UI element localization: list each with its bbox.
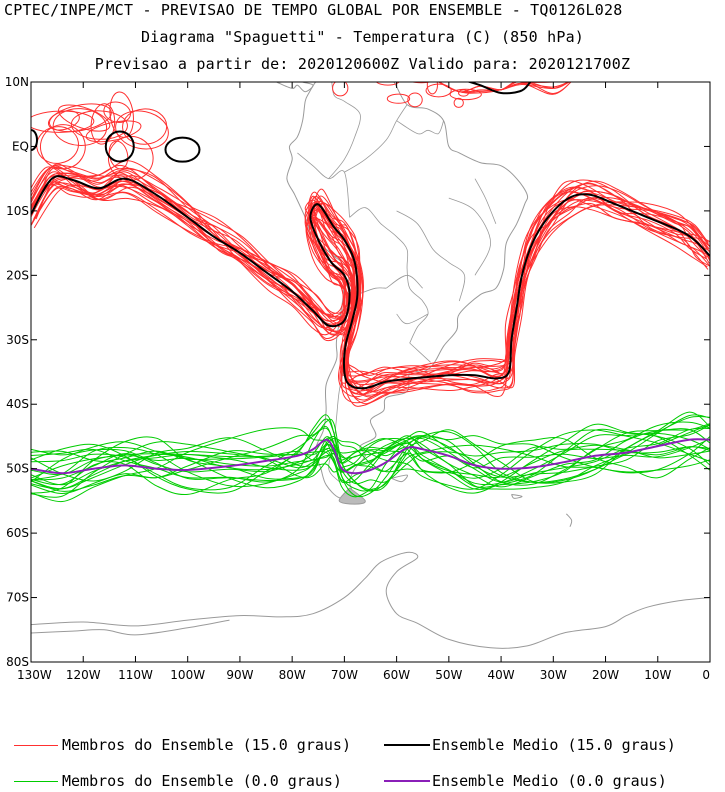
ensemble-mean-15-loop [31, 129, 38, 151]
lon-tick-label: 20W [592, 668, 619, 682]
ensemble-mean-0 [31, 438, 710, 475]
country-border [385, 274, 423, 289]
lon-tick-label: 110W [118, 668, 153, 682]
member-contour-15-blob [31, 110, 95, 133]
coastline [276, 82, 314, 93]
member-contour-0 [31, 411, 710, 491]
coastline [391, 474, 408, 483]
member-contour-15-blob [410, 82, 433, 84]
country-border [344, 104, 408, 173]
lat-tick-label: 60S [6, 526, 29, 540]
legend-member0: Membros do Ensemble (0.0 graus) [14, 772, 342, 790]
legend-mean15: Ensemble Medio (15.0 graus) [384, 736, 676, 754]
lon-tick-label: 130W [17, 668, 52, 682]
member-contour-15-blob [90, 103, 116, 145]
ensemble-mean-15-loop [104, 130, 135, 163]
member-contour-15-blob [332, 82, 349, 97]
member-contour-15-blob [47, 110, 80, 131]
chart-title-line2: Diagrama "Spaguetti" - Temperatura (C) (… [140, 28, 585, 46]
member-contour-15 [31, 180, 710, 395]
country-border [396, 313, 429, 325]
lat-tick-label: 80S [6, 655, 29, 669]
member-contour-15-blob [386, 93, 411, 104]
legend-member15: Membros do Ensemble (15.0 graus) [14, 736, 351, 754]
ensemble-mean-15 [466, 82, 532, 95]
country-border [409, 342, 431, 363]
legend-swatch-member15 [14, 744, 58, 746]
lon-tick-label: 120W [66, 668, 101, 682]
member-contour-15-blob [39, 124, 86, 170]
coastline [286, 82, 529, 499]
lon-tick-label: 60W [383, 668, 410, 682]
member-contour-15-blob [115, 110, 169, 150]
legend-swatch-member0 [14, 780, 58, 782]
member-contour-0 [31, 427, 710, 483]
legend-label-mean0: Ensemble Medio (0.0 graus) [432, 772, 667, 790]
member-contour-15-blob [85, 120, 142, 143]
member-contour-15-blob [36, 126, 79, 164]
member-contour-15-blob [57, 104, 111, 132]
ensemble-mean-contours [31, 82, 710, 475]
latitude-axis: 10N EQ 10S 20S 30S 40S 50S 60S 70S 80S [5, 75, 710, 669]
chart-title-line1: CPTEC/INPE/MCT - PREVISAO DE TEMPO GLOBA… [4, 1, 623, 19]
lon-tick-label: 40W [488, 668, 515, 682]
map-frame [30, 81, 711, 663]
member-contour-15-blob [426, 82, 438, 95]
member-contour-15-blob [48, 103, 112, 133]
member-contour-0 [31, 414, 710, 490]
legend-mean0: Ensemble Medio (0.0 graus) [384, 772, 667, 790]
member-contour-15-blob [453, 97, 464, 108]
coastline [511, 493, 523, 499]
member-contour-0 [31, 414, 710, 498]
member-contour-0 [31, 427, 710, 492]
chart-title-line3: Previsao a partir de: 2020120600Z Valido… [94, 55, 631, 73]
lon-tick-label: 90W [226, 668, 253, 682]
country-border [396, 210, 466, 302]
member-contour-15 [31, 171, 709, 404]
legend-label-member0: Membros do Ensemble (0.0 graus) [62, 772, 342, 790]
ensemble-mean-15 [31, 175, 710, 390]
lat-tick-label: 50S [6, 462, 29, 476]
country-border [474, 178, 497, 224]
coastline [31, 551, 710, 649]
lon-tick-label: 30W [540, 668, 567, 682]
legend-label-member15: Membros do Ensemble (15.0 graus) [62, 736, 351, 754]
coastline [31, 619, 230, 636]
lon-tick-label: 50W [435, 668, 462, 682]
spaghetti-map: 10N EQ 10S 20S 30S 40S 50S 60S 70S 80S 130W 120W 11… [5, 75, 711, 682]
lat-tick-label: 10S [6, 204, 29, 218]
lon-tick-label: 70W [331, 668, 358, 682]
member-contour-0 [31, 444, 710, 490]
lon-tick-label: 100W [170, 668, 205, 682]
legend-swatch-mean15 [384, 744, 430, 746]
member-contour-0 [31, 428, 710, 495]
country-border [396, 120, 444, 135]
country-border [349, 207, 429, 344]
coastline [565, 513, 573, 527]
lat-tick-label: 30S [6, 333, 29, 347]
ensemble-mean-15-loop [164, 136, 201, 163]
member-contour-15-blob [375, 82, 400, 86]
lat-tick-label: 20S [6, 268, 29, 282]
country-border [448, 197, 492, 276]
lat-tick-label: 70S [6, 591, 29, 605]
member-contour-15-blob [425, 83, 452, 98]
member-contour-0 [31, 418, 710, 496]
lat-tick-label: EQ [12, 139, 29, 153]
member-contours-0 [31, 411, 710, 503]
member-contour-15-blob [449, 88, 482, 101]
member-contour-0 [31, 423, 710, 488]
longitude-axis: 130W 120W 110W 100W 90W 80W 70W 60W 50W 40W 30W 20W… [17, 82, 711, 682]
legend-label-mean15: Ensemble Medio (15.0 graus) [432, 736, 676, 754]
lat-tick-label: 10N [5, 75, 29, 89]
lon-tick-label: 80W [279, 668, 306, 682]
member-contour-15-blob [407, 92, 423, 108]
lon-tick-label: 0 [702, 668, 710, 682]
country-border [328, 82, 361, 179]
coastline [389, 77, 394, 81]
member-contour-15 [31, 164, 710, 392]
lon-tick-label: 10W [644, 668, 671, 682]
legend-swatch-mean0 [384, 780, 430, 782]
lat-tick-label: 40S [6, 397, 29, 411]
